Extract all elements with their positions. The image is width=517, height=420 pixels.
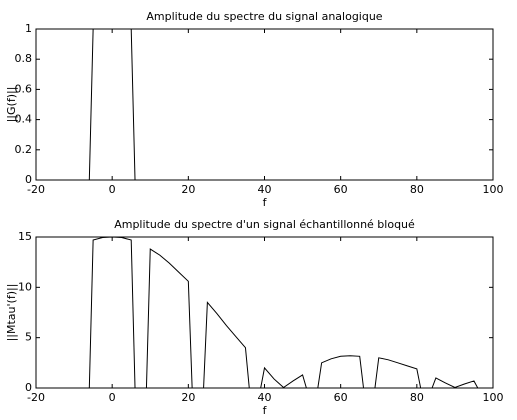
y-tick-label: 10 (18, 280, 32, 293)
x-tick-label: 0 (109, 391, 116, 404)
x-tick-label: 40 (258, 391, 272, 404)
y-tick-label: 0.6 (15, 82, 33, 95)
y-tick-label: 5 (25, 331, 32, 344)
x-tick-label: 80 (410, 183, 424, 196)
y-axis-label: ||Mtau'(f)|| (5, 284, 18, 342)
y-tick-label: 0.2 (15, 143, 33, 156)
y-tick-label: 15 (18, 230, 32, 243)
x-tick-label: 40 (258, 183, 272, 196)
y-tick-label: 0.4 (15, 113, 33, 126)
x-tick-label: 100 (483, 183, 504, 196)
x-tick-label: -20 (27, 391, 45, 404)
x-axis-label: f (263, 404, 268, 417)
axes-box (35, 28, 494, 181)
y-tick-label: 0 (25, 173, 32, 186)
x-tick-label: 20 (181, 391, 195, 404)
x-tick-label: 80 (410, 391, 424, 404)
data-line (36, 28, 493, 181)
data-line (36, 236, 493, 389)
x-tick-label: -20 (27, 183, 45, 196)
y-tick-label: 0 (25, 381, 32, 394)
x-tick-label: 100 (483, 391, 504, 404)
y-tick-label: 0.8 (15, 52, 33, 65)
x-tick-label: 60 (334, 183, 348, 196)
axes-box (35, 236, 494, 389)
chart-title: Amplitude du spectre du signal analogiqu… (146, 10, 382, 23)
chart-title: Amplitude du spectre d'un signal échanti… (114, 218, 415, 231)
x-tick-label: 60 (334, 391, 348, 404)
y-axis-label: ||G(f)|| (5, 87, 18, 123)
x-axis-label: f (263, 196, 268, 209)
y-tick-label: 1 (25, 22, 32, 35)
x-tick-label: 0 (109, 183, 116, 196)
x-tick-label: 20 (181, 183, 195, 196)
